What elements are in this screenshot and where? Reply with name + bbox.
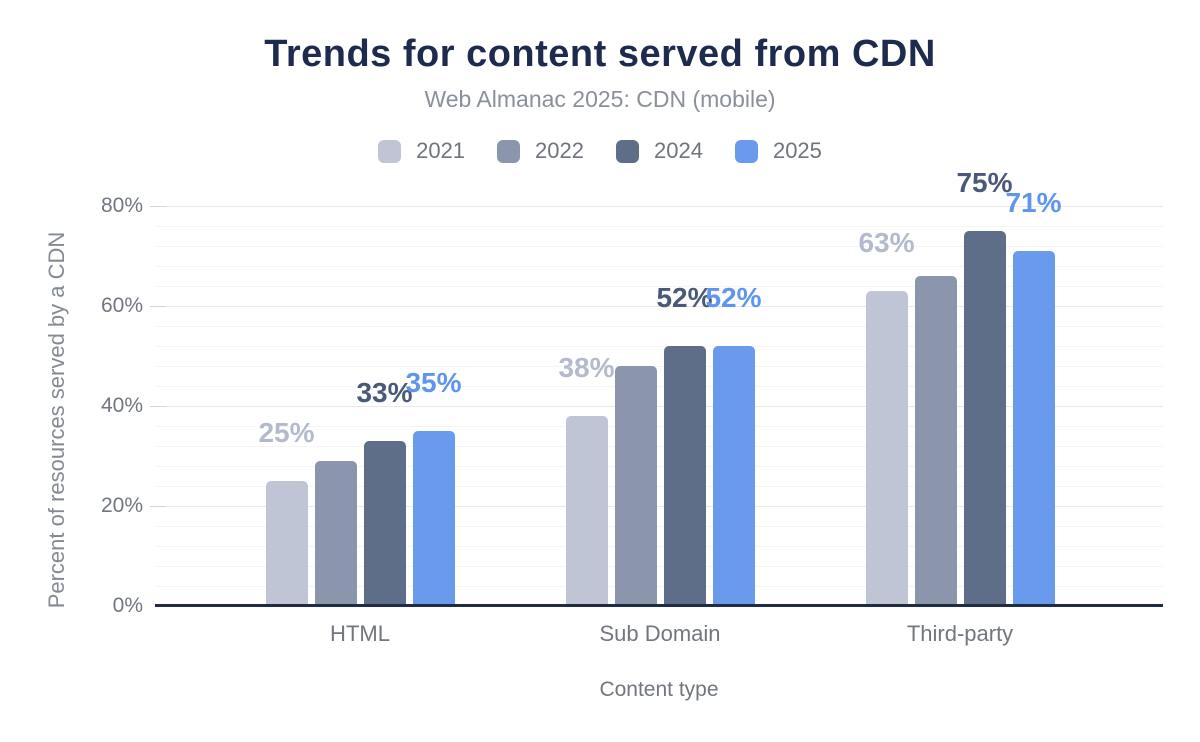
y-tick-label: 60% <box>100 294 143 317</box>
legend-label: 2022 <box>535 138 584 163</box>
data-label-2025-third-party: 71% <box>1005 187 1062 218</box>
bar-2025-html[interactable] <box>412 431 455 606</box>
data-label-2021-html: 25% <box>258 417 315 448</box>
y-tick-mark <box>150 506 166 507</box>
y-axis-title: Percent of resources served by a CDN <box>44 231 69 609</box>
x-category-label-sub-domain: Sub Domain <box>599 621 721 646</box>
minor-gridline <box>155 486 1163 487</box>
y-tick-label: 40% <box>100 394 143 417</box>
legend-item-2024[interactable]: 2024 <box>616 138 703 164</box>
legend-item-2021[interactable]: 2021 <box>378 138 465 164</box>
data-label-2024-sub-domain: 52% <box>656 282 713 313</box>
legend-item-2022[interactable]: 2022 <box>497 138 584 164</box>
minor-gridline <box>155 426 1163 427</box>
legend-item-2025[interactable]: 2025 <box>734 138 822 164</box>
minor-gridline <box>155 286 1163 287</box>
x-category-label-html: HTML <box>330 621 390 646</box>
bar-2022-third-party[interactable] <box>914 276 957 606</box>
legend-swatch <box>616 139 639 163</box>
bar-2024-html[interactable] <box>363 441 406 606</box>
major-gridline <box>155 206 1163 207</box>
minor-gridline <box>155 386 1163 387</box>
major-gridline <box>155 506 1163 507</box>
x-axis-line <box>155 604 1163 607</box>
x-axis-title: Content type <box>599 678 719 701</box>
minor-gridline <box>155 546 1163 547</box>
y-tick-label: 0% <box>112 594 143 617</box>
bar-2021-sub-domain[interactable] <box>565 416 608 606</box>
bar-2025-third-party[interactable] <box>1012 251 1055 606</box>
data-label-2025-sub-domain: 52% <box>705 282 762 313</box>
legend-swatch <box>497 139 521 163</box>
minor-gridline <box>155 446 1163 447</box>
x-category-label-third-party: Third-party <box>906 621 1014 646</box>
chart-title: Trends for content served from CDN <box>264 33 936 75</box>
minor-gridline <box>155 466 1163 467</box>
data-label-2021-third-party: 63% <box>858 227 915 258</box>
data-label-2024-third-party: 75% <box>956 167 1013 198</box>
minor-gridline <box>155 526 1163 527</box>
bar-2025-sub-domain[interactable] <box>712 346 755 606</box>
minor-gridline <box>155 266 1163 267</box>
major-gridline <box>155 406 1163 407</box>
minor-gridline <box>155 226 1163 227</box>
y-tick-label: 20% <box>100 494 143 517</box>
minor-gridline <box>155 346 1163 347</box>
minor-gridline <box>155 566 1163 567</box>
data-label-2025-html: 35% <box>405 367 462 398</box>
data-label-2024-html: 33% <box>356 377 413 408</box>
legend-swatch <box>378 139 402 163</box>
y-tick-label: 80% <box>100 194 143 217</box>
minor-gridline <box>155 366 1163 367</box>
bar-2022-sub-domain[interactable] <box>614 366 657 606</box>
chart-legend: 2021 2022 2024 2025 <box>0 138 1200 164</box>
y-tick-mark <box>150 306 166 307</box>
legend-label: 2024 <box>654 138 703 163</box>
y-tick-mark <box>150 406 166 407</box>
bar-2024-third-party[interactable] <box>963 231 1006 606</box>
bar-2021-third-party[interactable] <box>865 291 908 606</box>
bar-2021-html[interactable] <box>265 481 308 606</box>
bar-2024-sub-domain[interactable] <box>663 346 706 606</box>
legend-label: 2025 <box>772 138 822 163</box>
minor-gridline <box>155 326 1163 327</box>
minor-gridline <box>155 246 1163 247</box>
chart-subtitle: Web Almanac 2025: CDN (mobile) <box>424 86 776 112</box>
data-label-2021-sub-domain: 38% <box>558 352 615 383</box>
legend-label: 2021 <box>416 138 466 163</box>
minor-gridline <box>155 586 1163 587</box>
bar-2022-html[interactable] <box>314 461 357 606</box>
major-gridline <box>155 306 1163 307</box>
y-tick-mark <box>150 206 166 207</box>
legend-swatch <box>734 139 758 163</box>
